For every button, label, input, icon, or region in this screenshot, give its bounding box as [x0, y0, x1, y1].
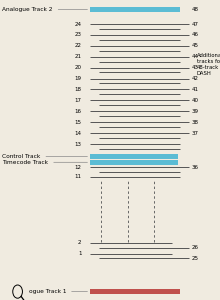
Text: 47: 47 — [191, 22, 198, 26]
Text: Control Track: Control Track — [2, 154, 87, 159]
Text: 46: 46 — [191, 32, 198, 38]
Text: ogue Track 1: ogue Track 1 — [29, 289, 87, 294]
Text: 39: 39 — [191, 109, 198, 114]
Text: 43: 43 — [191, 65, 198, 70]
Text: 40: 40 — [191, 98, 198, 103]
Text: 17: 17 — [74, 98, 81, 103]
Text: Timecode Track: Timecode Track — [2, 160, 87, 165]
Text: 23: 23 — [74, 32, 81, 38]
Text: 21: 21 — [74, 54, 81, 59]
Bar — [90, 289, 180, 294]
Text: 15: 15 — [74, 120, 81, 125]
Bar — [90, 160, 178, 164]
Text: 24: 24 — [74, 22, 81, 26]
Text: 41: 41 — [191, 87, 198, 92]
Text: 12: 12 — [74, 165, 81, 170]
Text: 11: 11 — [74, 175, 81, 179]
Text: 20: 20 — [74, 65, 81, 70]
Bar — [90, 7, 180, 12]
Text: 2: 2 — [78, 241, 81, 245]
Text: 13: 13 — [74, 142, 81, 146]
Text: 36: 36 — [191, 165, 198, 170]
Text: 19: 19 — [74, 76, 81, 81]
Text: 22: 22 — [74, 43, 81, 48]
Text: 14: 14 — [74, 130, 81, 136]
Bar — [90, 154, 178, 159]
Text: 26: 26 — [191, 245, 198, 250]
Text: 37: 37 — [191, 130, 198, 136]
Text: 1: 1 — [78, 251, 81, 256]
Text: 45: 45 — [191, 43, 198, 48]
Text: Analogue Track 2: Analogue Track 2 — [2, 7, 87, 12]
Text: Additional
tracks for
48-track
DASH: Additional tracks for 48-track DASH — [197, 53, 220, 76]
Text: 42: 42 — [191, 76, 198, 81]
Text: 16: 16 — [74, 109, 81, 114]
Text: 38: 38 — [191, 120, 198, 125]
Text: 48: 48 — [191, 7, 198, 12]
Text: 18: 18 — [74, 87, 81, 92]
Text: 25: 25 — [191, 256, 198, 261]
Text: 44: 44 — [191, 54, 198, 59]
